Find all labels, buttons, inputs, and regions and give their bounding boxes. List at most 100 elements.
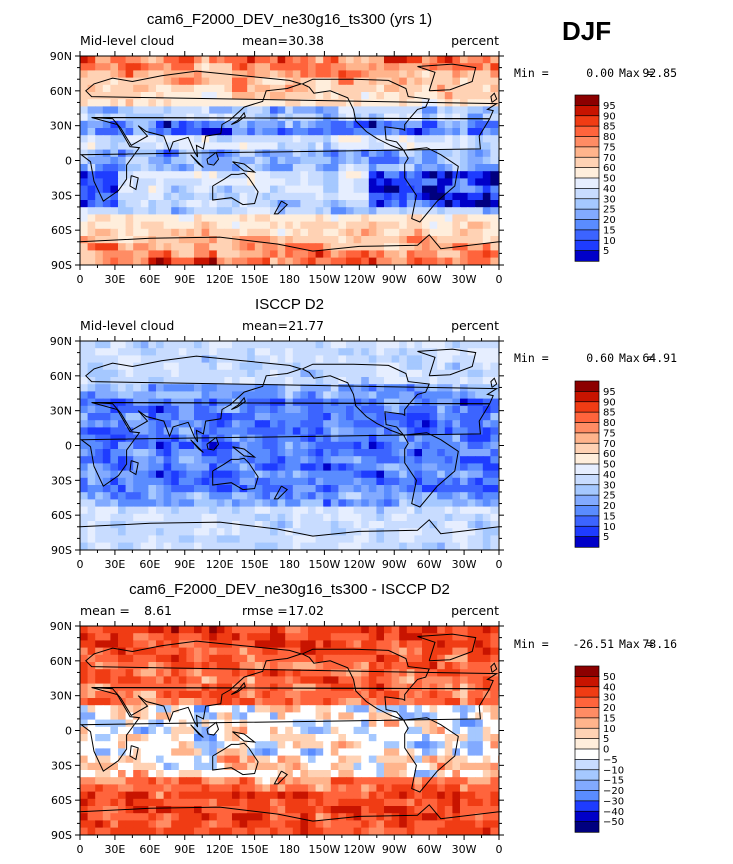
- field-cell: [323, 192, 332, 201]
- field-cell: [285, 214, 294, 223]
- coastline: [273, 485, 289, 500]
- field-cell: [80, 369, 89, 378]
- field-cell: [338, 485, 347, 493]
- field-cell: [156, 128, 165, 136]
- field-cell: [391, 676, 400, 685]
- coastline: [490, 377, 498, 388]
- field-cell: [80, 264, 89, 265]
- field-cell: [482, 683, 491, 692]
- field-cell: [201, 633, 210, 641]
- field-cell: [262, 748, 271, 757]
- field-cell: [490, 398, 499, 407]
- field-cell: [467, 135, 476, 143]
- field-cell: [171, 734, 180, 742]
- field-cell: [376, 770, 385, 778]
- field-cell: [384, 149, 393, 158]
- field-cell: [429, 84, 438, 93]
- field-cell: [118, 377, 127, 385]
- field-cell: [270, 470, 279, 479]
- field-cell: [300, 690, 309, 699]
- x-tick-label: 0: [77, 558, 84, 571]
- field-cell: [460, 236, 469, 244]
- field-cell: [247, 221, 256, 230]
- field-cell: [399, 236, 408, 244]
- field-cell: [368, 690, 377, 699]
- field-3: [80, 626, 499, 835]
- field-cell: [482, 755, 491, 764]
- field-cell: [254, 748, 263, 757]
- field-cell: [156, 185, 165, 194]
- field-cell: [323, 70, 332, 79]
- field-cell: [376, 683, 385, 692]
- field-cell: [482, 662, 491, 670]
- field-cell: [482, 391, 491, 400]
- field-cell: [87, 427, 96, 436]
- field-cell: [95, 506, 104, 515]
- field-cell: [422, 236, 431, 244]
- field-cell: [216, 506, 225, 515]
- field-cell: [224, 647, 233, 656]
- field-cell: [384, 106, 393, 115]
- field-cell: [376, 348, 385, 356]
- field-cell: [353, 647, 362, 656]
- field-cell: [194, 626, 203, 634]
- field-cell: [178, 178, 187, 187]
- field-cell: [361, 676, 370, 685]
- field-cell: [368, 257, 377, 265]
- field-cell: [414, 377, 423, 385]
- field-cell: [346, 770, 355, 778]
- field-cell: [163, 391, 172, 400]
- field-cell: [87, 70, 96, 79]
- field-cell: [467, 719, 476, 728]
- field-cell: [102, 662, 111, 670]
- field-cell: [216, 200, 225, 208]
- field-cell: [102, 250, 111, 259]
- colorbar-label: 25: [603, 205, 616, 216]
- field-cell: [254, 149, 263, 158]
- field-cell: [216, 741, 225, 749]
- max-label: Max =: [619, 637, 654, 651]
- field-cell: [262, 770, 271, 778]
- field-cell: [209, 405, 218, 414]
- field-cell: [346, 499, 355, 508]
- field-cell: [110, 341, 119, 349]
- field-cell: [422, 690, 431, 699]
- field-cell: [292, 499, 301, 508]
- field-cell: [125, 185, 134, 194]
- field-cell: [444, 236, 453, 244]
- field-cell: [399, 683, 408, 692]
- field-cell: [224, 719, 233, 728]
- field-cell: [285, 369, 294, 378]
- field-cell: [300, 243, 309, 251]
- field-cell: [300, 398, 309, 407]
- field-cell: [406, 391, 415, 400]
- colorbar-label: 80: [603, 418, 616, 429]
- field-cell: [262, 441, 271, 450]
- field-cell: [467, 712, 476, 721]
- field-cell: [163, 698, 172, 706]
- field-cell: [148, 257, 157, 265]
- field-cell: [361, 420, 370, 428]
- colorbar-label: 40: [603, 470, 616, 481]
- field-cell: [346, 521, 355, 529]
- field-cell: [353, 128, 362, 136]
- field-cell: [353, 63, 362, 71]
- field-cell: [368, 348, 377, 356]
- field-cell: [156, 449, 165, 457]
- field-cell: [262, 200, 271, 208]
- field-cell: [391, 427, 400, 436]
- field-cell: [437, 113, 446, 122]
- field-cell: [156, 420, 165, 428]
- field-cell: [406, 748, 415, 757]
- field-cell: [338, 200, 347, 208]
- field-cell: [444, 470, 453, 479]
- field-cell: [475, 683, 484, 692]
- field-cell: [406, 84, 415, 93]
- field-cell: [346, 719, 355, 728]
- field-cell: [460, 164, 469, 172]
- coastline: [231, 111, 246, 125]
- field-cell: [368, 449, 377, 457]
- field-cell: [308, 528, 317, 536]
- field-cell: [323, 647, 332, 656]
- field-cell: [133, 626, 142, 634]
